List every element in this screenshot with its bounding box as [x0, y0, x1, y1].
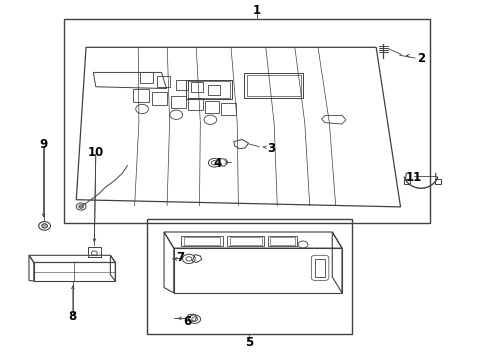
Bar	[315, 259, 325, 277]
Bar	[88, 247, 101, 257]
Bar	[227, 235, 264, 246]
Bar	[185, 80, 232, 99]
Text: 4: 4	[213, 157, 222, 170]
Bar	[183, 237, 220, 245]
Bar	[171, 96, 185, 108]
Text: 9: 9	[40, 138, 48, 150]
Bar	[434, 179, 440, 184]
Bar	[140, 72, 153, 83]
Bar	[64, 19, 429, 223]
Bar	[267, 235, 297, 246]
Bar	[157, 76, 170, 87]
Text: 11: 11	[405, 171, 422, 184]
Text: 1: 1	[252, 4, 260, 17]
Bar	[181, 235, 222, 246]
Text: 2: 2	[417, 51, 425, 64]
Bar	[221, 103, 235, 115]
Bar	[270, 237, 294, 245]
Text: 3: 3	[267, 142, 275, 155]
Text: 6: 6	[183, 315, 191, 328]
Text: 5: 5	[245, 336, 253, 348]
Bar	[244, 73, 303, 98]
Circle shape	[79, 205, 83, 208]
Text: 10: 10	[87, 145, 103, 158]
Bar	[204, 101, 219, 113]
Bar	[246, 75, 300, 96]
Bar	[176, 80, 188, 90]
Bar	[403, 179, 409, 184]
Circle shape	[41, 224, 47, 228]
Bar	[187, 98, 202, 110]
Bar	[188, 81, 229, 98]
Bar	[229, 237, 261, 245]
Text: 7: 7	[176, 251, 184, 264]
Bar	[147, 220, 351, 334]
Bar	[133, 89, 149, 102]
Bar	[207, 85, 220, 95]
Text: 8: 8	[69, 310, 77, 324]
Bar	[190, 82, 203, 92]
Bar	[152, 92, 167, 105]
